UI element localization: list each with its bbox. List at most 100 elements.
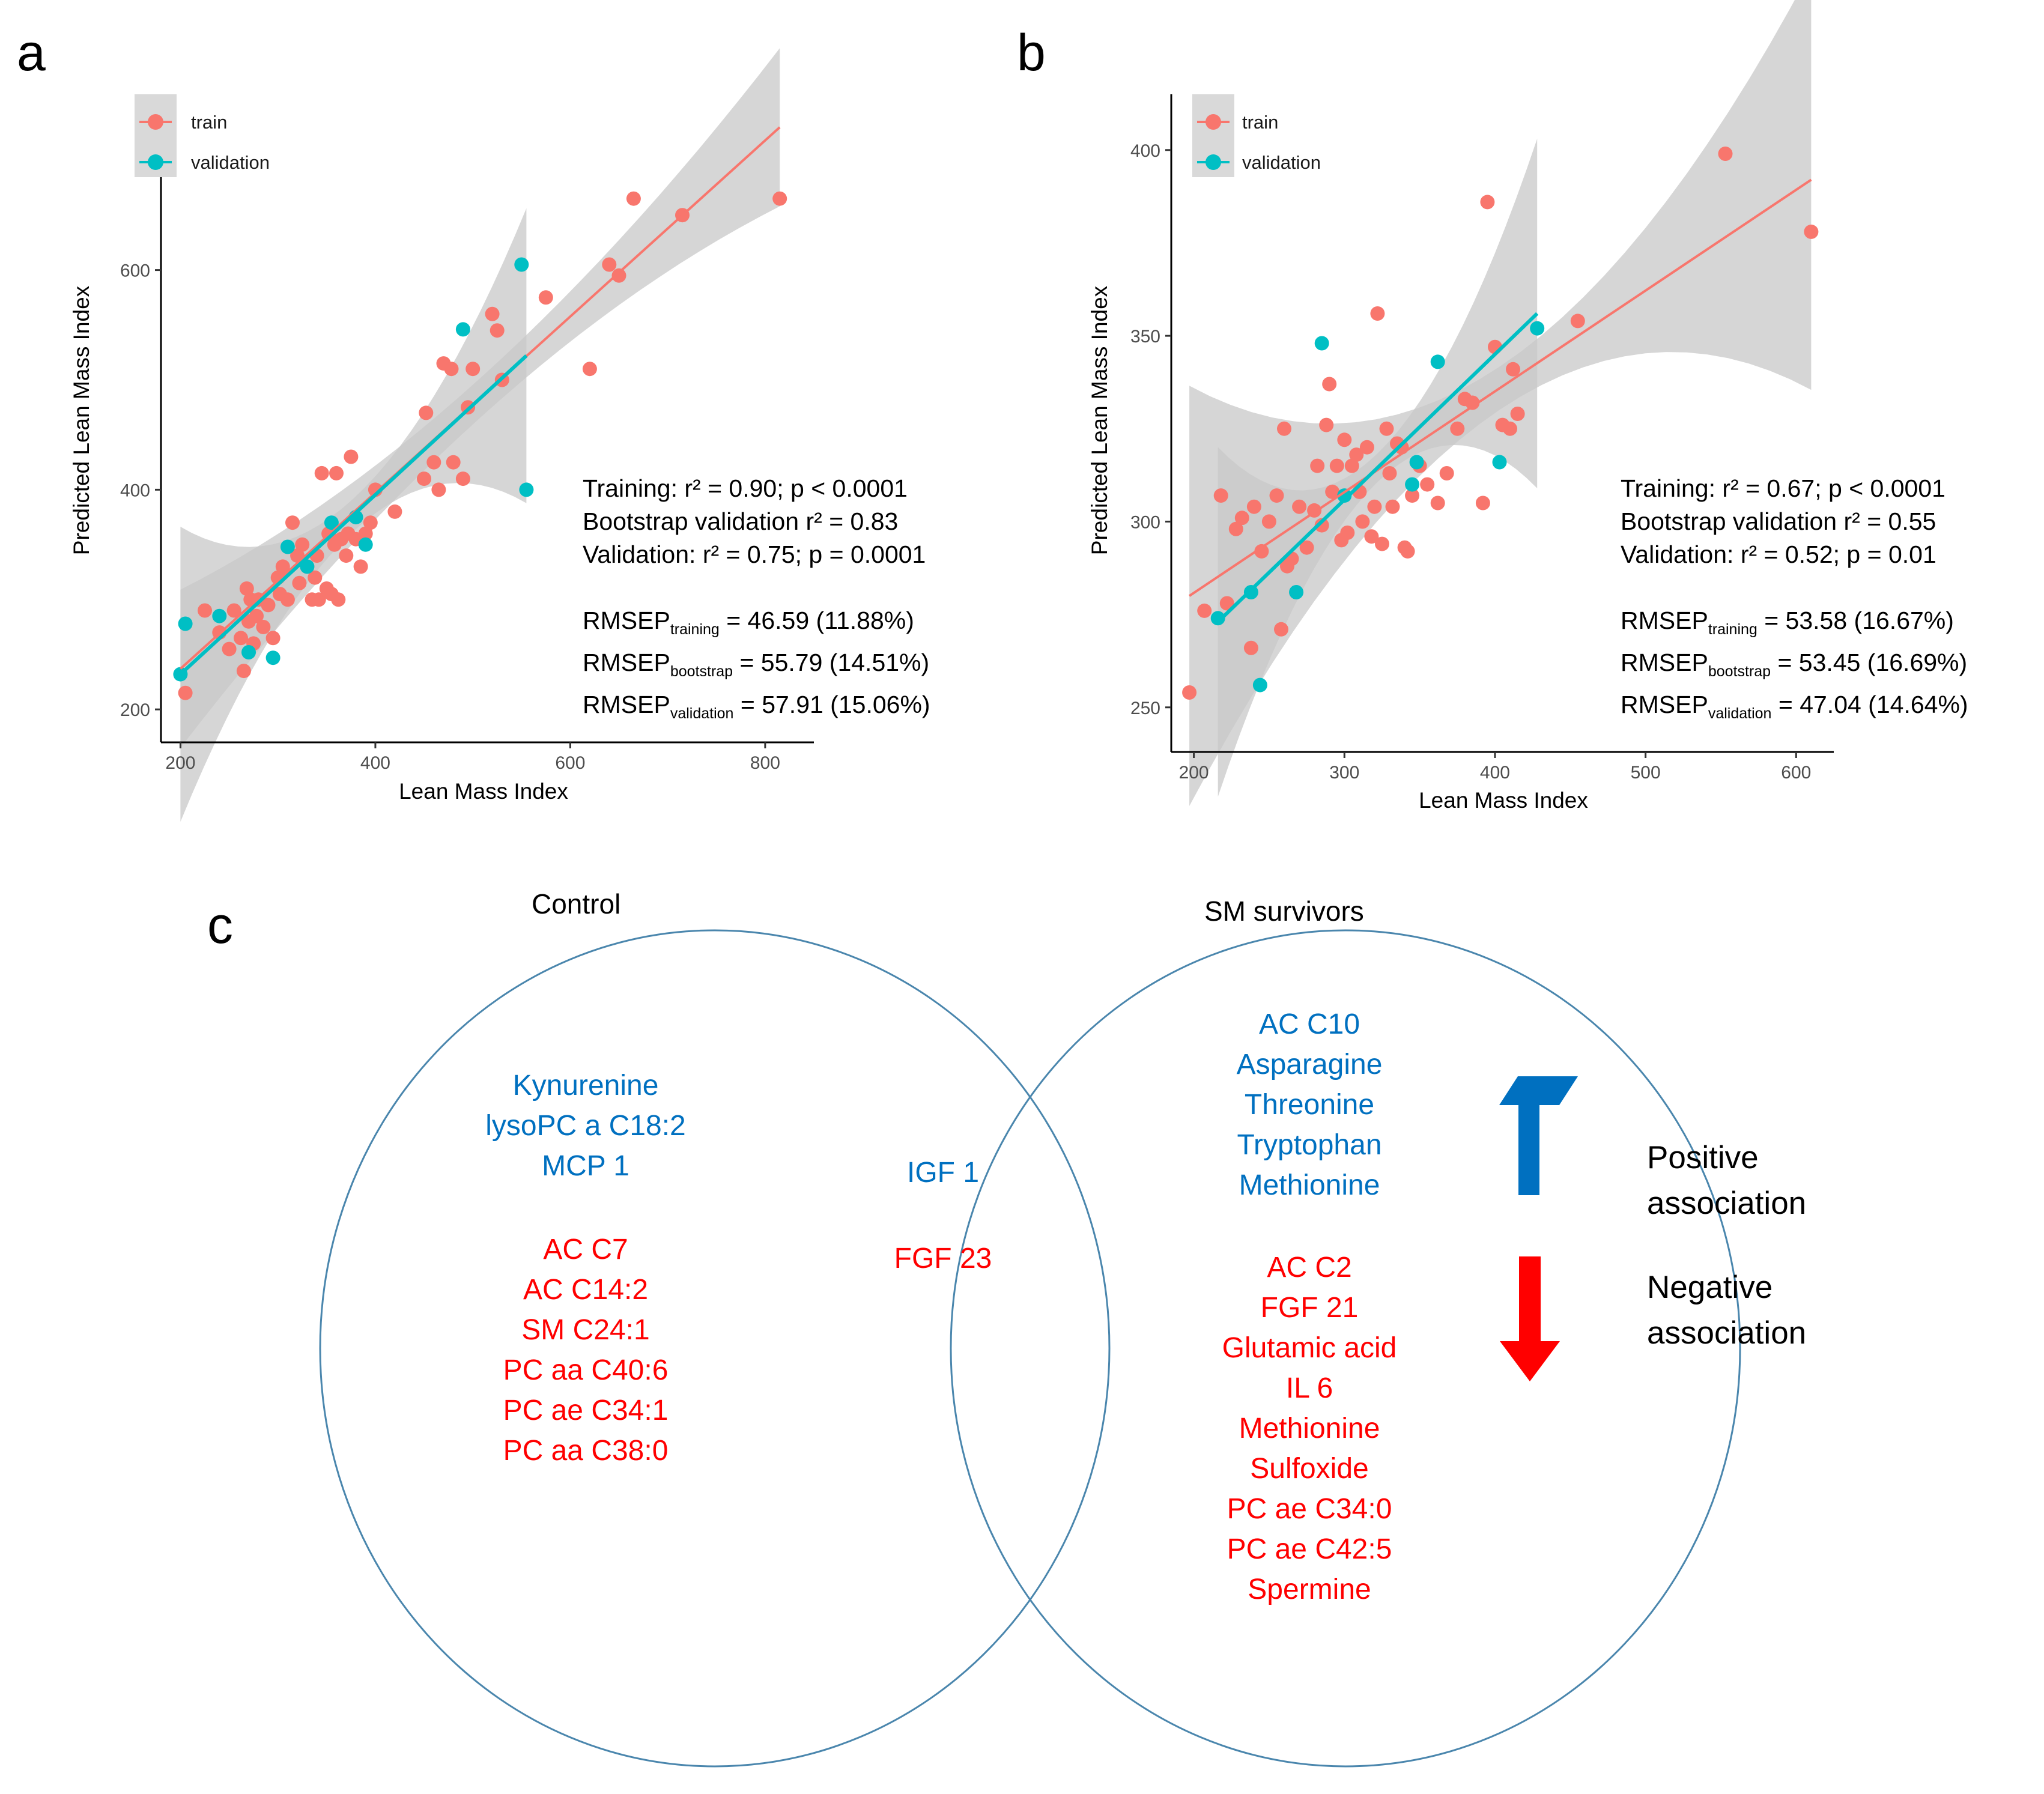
train-point xyxy=(344,449,359,464)
train-point xyxy=(1269,488,1284,503)
train-point xyxy=(1299,540,1314,555)
stat-bootstrap: Bootstrap validation r² = 0.55 xyxy=(1621,508,1936,535)
train-point xyxy=(1349,447,1364,462)
train-point xyxy=(626,191,641,206)
venn-item: AC C10 xyxy=(1258,1008,1360,1040)
validation-point xyxy=(519,482,534,497)
panel-label-b: b xyxy=(1017,24,1046,82)
rmsep-bootstrap: RMSEPbootstrap = 53.45 (16.69%) xyxy=(1621,649,1968,680)
validation-point xyxy=(1252,677,1267,692)
y-axis-title: Predicted Lean Mass Index xyxy=(1087,285,1112,555)
train-point xyxy=(1246,499,1261,514)
train-point xyxy=(431,482,446,497)
y-tick-label: 250 xyxy=(1130,699,1160,718)
train-point xyxy=(275,559,290,574)
train-point xyxy=(1359,440,1374,455)
venn-item: Sulfoxide xyxy=(1250,1453,1369,1485)
train-point xyxy=(1379,421,1394,436)
sm-positive-list: AC C10 Asparagine Threonine Tryptophan Methi… xyxy=(1129,1004,1490,1205)
train-point xyxy=(311,592,326,607)
legend-marker-validation xyxy=(1205,154,1221,170)
stat-training: Training: r² = 0.90; p < 0.0001 xyxy=(583,474,908,502)
x-tick-label: 600 xyxy=(555,753,585,773)
sm-negative-list: AC C2 FGF 21 Glutamic acid IL 6 Methionine Su… xyxy=(1129,1247,1490,1610)
x-axis-title: Lean Mass Index xyxy=(399,779,568,804)
rmsep-training: RMSEPtraining = 53.58 (16.67%) xyxy=(1621,607,1954,638)
train-point xyxy=(602,257,617,272)
venn-item: Threonine xyxy=(1244,1089,1375,1121)
venn-item: AC C14:2 xyxy=(523,1274,649,1306)
train-point xyxy=(280,592,295,607)
validation-point xyxy=(1289,585,1304,599)
train-point xyxy=(1243,640,1258,655)
validation-point xyxy=(1405,477,1420,492)
rmsep-bootstrap: RMSEPbootstrap = 55.79 (14.51%) xyxy=(583,649,930,680)
venn-item: PC ae C34:1 xyxy=(503,1395,669,1426)
venn-item: SM C24:1 xyxy=(521,1314,650,1346)
y-tick-label: 600 xyxy=(120,261,150,281)
train-point xyxy=(417,471,431,486)
train-point xyxy=(339,548,354,563)
venn-item: PC ae C42:5 xyxy=(1227,1533,1392,1565)
train-point xyxy=(1355,514,1370,529)
x-tick-label: 800 xyxy=(750,753,780,773)
train-point xyxy=(611,268,626,283)
validation-point xyxy=(241,645,256,659)
train-point xyxy=(1375,536,1389,551)
y-axis-title: Predicted Lean Mass Index xyxy=(69,285,94,555)
train-point xyxy=(446,455,461,470)
train-point xyxy=(1213,488,1228,503)
train-point xyxy=(308,570,323,585)
validation-point xyxy=(358,537,373,552)
validation-point xyxy=(1210,611,1225,626)
validation-point xyxy=(1314,336,1329,351)
venn-circle-control xyxy=(319,929,1111,1768)
stat-validation: Validation: r² = 0.75; p = 0.0001 xyxy=(583,541,926,568)
venn-item: PC aa C40:6 xyxy=(503,1354,669,1386)
train-point xyxy=(329,465,344,480)
train-point xyxy=(1319,417,1334,432)
venn-item: FGF 23 xyxy=(894,1243,992,1274)
train-point xyxy=(1322,377,1337,392)
x-tick-label: 200 xyxy=(1179,763,1209,783)
x-tick-label: 500 xyxy=(1631,763,1661,783)
train-point xyxy=(1234,511,1249,526)
train-point xyxy=(485,306,500,321)
train-point xyxy=(292,575,307,590)
venn-item: Asparagine xyxy=(1236,1049,1383,1080)
train-point xyxy=(1261,514,1276,529)
train-point xyxy=(490,323,505,338)
legend-marker-train xyxy=(148,114,163,130)
train-point xyxy=(772,191,787,206)
train-point xyxy=(295,537,310,552)
train-point xyxy=(353,559,368,574)
train-point xyxy=(234,631,248,646)
train-point xyxy=(226,603,241,618)
validation-fit-line xyxy=(179,354,528,676)
validation-point xyxy=(212,608,227,623)
validation-fit-line xyxy=(1216,312,1539,623)
stats-block-a: Training: r² = 0.90; p < 0.0001 Bootstra… xyxy=(583,472,930,730)
train-point xyxy=(1277,421,1291,436)
validation-point xyxy=(1430,354,1445,369)
positive-association-label: Positive association xyxy=(1647,1140,1807,1221)
rmsep-training: RMSEPtraining = 46.59 (11.88%) xyxy=(583,607,914,638)
train-point xyxy=(1405,488,1420,503)
control-positive-list: Kynurenine lysoPC a C18:2 MCP 1 xyxy=(405,1065,766,1186)
validation-point xyxy=(514,257,529,272)
train-point xyxy=(256,620,271,634)
train-point xyxy=(1450,421,1465,436)
train-point xyxy=(444,362,459,377)
rmsep-validation: RMSEPvalidation = 47.04 (14.64%) xyxy=(1621,691,1968,722)
train-point xyxy=(1430,495,1445,511)
chart-legend: train validation xyxy=(135,94,270,177)
x-tick-label: 400 xyxy=(360,753,390,773)
panel-label-a: a xyxy=(17,24,46,82)
validation-point xyxy=(455,322,470,337)
validation-point xyxy=(1409,455,1424,470)
train-point xyxy=(387,504,402,519)
venn-item: lysoPC a C18:2 xyxy=(485,1110,686,1142)
